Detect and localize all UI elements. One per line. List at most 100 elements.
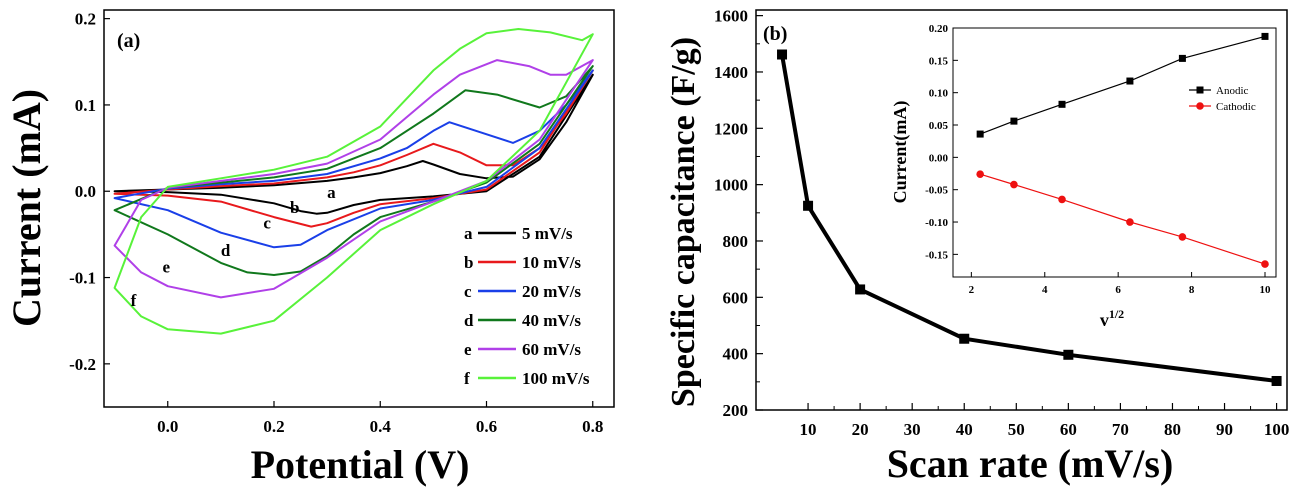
panel-b-plot-frame bbox=[755, 9, 1288, 411]
inset-plot-frame bbox=[952, 27, 1277, 278]
x-tick-label: 50 bbox=[1008, 420, 1025, 439]
y-tick-label: -0.15 bbox=[925, 249, 948, 261]
y-tick-label: 0.15 bbox=[929, 55, 949, 67]
inset-y-axis-title: Current(mA) bbox=[890, 101, 911, 204]
y-tick-label: -0.10 bbox=[925, 217, 948, 229]
legend-letter-d: d bbox=[464, 311, 474, 330]
x-tick-label: 40 bbox=[956, 420, 973, 439]
cathodic-line bbox=[980, 173, 1266, 265]
legend-label-anodic: Anodic bbox=[1216, 85, 1249, 97]
capacitance-point bbox=[803, 200, 814, 211]
capacitance-line bbox=[780, 54, 1277, 383]
legend-label-c: 20 mV/s bbox=[522, 282, 581, 301]
x-tick-label: 100 bbox=[1264, 420, 1290, 439]
x-tick-label: 10 bbox=[800, 420, 817, 439]
cathodic-point bbox=[976, 170, 984, 178]
x-tick-label: 10 bbox=[1259, 284, 1271, 296]
x-tick-label: 30 bbox=[904, 420, 921, 439]
y-tick-label: 1400 bbox=[714, 63, 748, 82]
cv-curve-c bbox=[113, 69, 594, 249]
legend-label-b: 10 mV/s bbox=[522, 253, 581, 272]
x-tick-label: 8 bbox=[1189, 284, 1195, 296]
y-tick-label: 1200 bbox=[714, 119, 748, 138]
panel-a: 0.0 0.2 0.4 0.6 0.8-0.2-0.10.00.10.2 abcdef … bbox=[4, 9, 615, 487]
y-tick-label: -0.1 bbox=[69, 269, 96, 288]
y-tick-label: 0.10 bbox=[929, 88, 949, 100]
legend-label-cathodic: Cathodic bbox=[1216, 101, 1256, 113]
x-tick-label: 4 bbox=[1042, 284, 1048, 296]
capacitance-point bbox=[1271, 375, 1282, 386]
legend-label-a: 5 mV/s bbox=[522, 224, 573, 243]
y-tick-label: 1000 bbox=[714, 176, 748, 195]
curve-label-a: a bbox=[327, 183, 336, 202]
y-tick-label: 200 bbox=[723, 401, 749, 420]
panel-a-tag: (a) bbox=[117, 30, 140, 52]
legend-label-f: 100 mV/s bbox=[522, 369, 590, 388]
panel-b-x-axis-title: Scan rate (mV/s) bbox=[887, 441, 1174, 486]
inset-legend: Anodic Cathodic bbox=[1189, 85, 1256, 113]
legend-label-d: 40 mV/s bbox=[522, 311, 581, 330]
legend-marker-anodic bbox=[1196, 86, 1204, 94]
x-tick-label: 20 bbox=[852, 420, 869, 439]
x-tick-label: 90 bbox=[1216, 420, 1233, 439]
x-tick-label: 0.8 bbox=[582, 417, 603, 436]
curve-label-e: e bbox=[162, 257, 170, 276]
panel-a-axes: 0.0 0.2 0.4 0.6 0.8 -0.2 -0.1 0.0 0.1 0.2 bbox=[69, 10, 603, 436]
cathodic-point bbox=[1178, 233, 1187, 241]
legend-letter-f: f bbox=[464, 369, 470, 388]
anodic-point bbox=[1010, 117, 1018, 125]
inset-x-axis-title: v1/2 bbox=[1100, 307, 1124, 330]
cv-curve-d bbox=[113, 65, 594, 276]
legend-label-e: 60 mV/s bbox=[522, 340, 581, 359]
x-tick-label: 0.4 bbox=[370, 417, 392, 436]
inset-chart: 2 4 6 8 10 -0.15 -0.10 -0.05 0.00 0.05 0.10 0.15 0.2… bbox=[890, 23, 1277, 330]
x-tick-label: 6 bbox=[1115, 284, 1121, 296]
cv-curve-f bbox=[113, 28, 594, 335]
panel-b-axes: 10 20 30 40 50 60 70 80 90 100 200 400 600 800 1000 120… bbox=[714, 7, 1289, 439]
panel-a-curves bbox=[113, 28, 594, 335]
inset-series bbox=[976, 32, 1269, 268]
legend-letter-e: e bbox=[464, 340, 472, 359]
panel-b-tag: (b) bbox=[763, 23, 787, 45]
y-tick-label: 0.0 bbox=[75, 182, 96, 201]
y-tick-label: 0.00 bbox=[929, 152, 949, 164]
y-tick-label: 1600 bbox=[714, 7, 748, 26]
x-tick-label: 60 bbox=[1060, 420, 1077, 439]
panel-a-legend: a 5 mV/s b 10 mV/s c 20 mV/s d 40 mV/s e 60 mV/s f… bbox=[464, 224, 590, 388]
x-tick-label: 0.2 bbox=[263, 417, 284, 436]
legend-letter-a: a bbox=[464, 224, 473, 243]
cathodic-point bbox=[1010, 180, 1018, 189]
anodic-point bbox=[1126, 77, 1134, 85]
panel-a-y-axis-title: Current (mA) bbox=[4, 89, 49, 327]
y-tick-label: -0.05 bbox=[925, 185, 948, 197]
anodic-point bbox=[1058, 100, 1066, 108]
legend-marker-cathodic bbox=[1196, 102, 1204, 110]
y-tick-label: 0.05 bbox=[929, 120, 949, 132]
panel-a-plot-frame bbox=[103, 9, 615, 408]
cathodic-point bbox=[1058, 195, 1066, 204]
anodic-point bbox=[976, 130, 984, 138]
x-tick-label: 0.6 bbox=[476, 417, 497, 436]
anodic-point bbox=[1178, 54, 1186, 62]
cathodic-point bbox=[1261, 260, 1269, 268]
inset-x-axis-title-sup: 1/2 bbox=[1109, 307, 1124, 321]
legend-letter-c: c bbox=[464, 282, 472, 301]
cv-curve-a bbox=[113, 73, 594, 215]
inset-x-axis-title-base: v bbox=[1100, 310, 1109, 330]
cathodic-point bbox=[1126, 218, 1134, 226]
panel-b-series bbox=[777, 49, 1282, 386]
capacitance-point bbox=[855, 284, 866, 295]
anodic-point bbox=[1261, 32, 1269, 40]
x-tick-label: 2 bbox=[969, 284, 975, 296]
cv-curve-b bbox=[113, 69, 594, 228]
capacitance-point bbox=[1063, 349, 1074, 360]
cv-curve-e bbox=[113, 59, 594, 299]
panel-a-x-axis-title: Potential (V) bbox=[251, 442, 470, 487]
curve-label-c: c bbox=[263, 213, 271, 232]
y-tick-label: 600 bbox=[723, 288, 749, 307]
x-tick-label: 80 bbox=[1164, 420, 1181, 439]
panel-b: 10 20 30 40 50 60 70 80 90 100 200 400 600 800 1000 120… bbox=[665, 7, 1289, 486]
panel-b-y-axis-title: Specific capacitance (F/g) bbox=[665, 37, 702, 407]
y-tick-label: -0.2 bbox=[69, 355, 96, 374]
